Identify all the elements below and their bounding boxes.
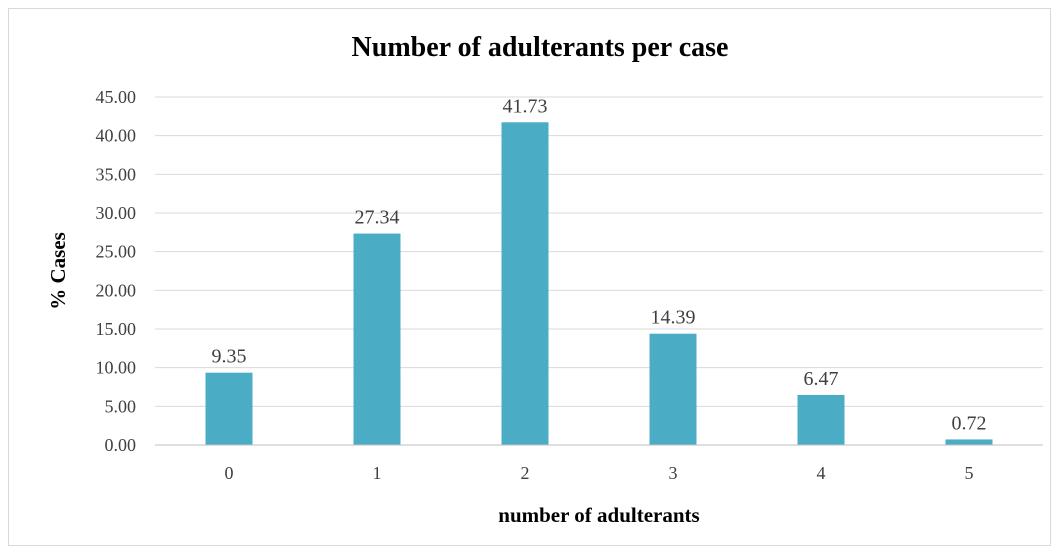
data-labels: 9.35 27.34 41.73 14.39 6.47 0.72 (212, 95, 987, 434)
x-tick-label: 1 (373, 463, 382, 483)
x-axis-ticks: 0 1 2 3 4 5 (225, 463, 974, 483)
data-label: 9.35 (212, 346, 247, 368)
gridlines (155, 96, 1043, 407)
y-tick-label: 20.00 (96, 280, 137, 300)
x-tick-label: 2 (521, 463, 530, 483)
bar (945, 439, 993, 445)
bar (649, 333, 697, 445)
y-tick-label: 25.00 (96, 242, 137, 262)
data-label: 14.39 (651, 307, 696, 329)
data-label: 27.34 (355, 207, 400, 229)
bar (797, 394, 845, 445)
x-tick-label: 3 (669, 463, 678, 483)
bar (501, 122, 549, 446)
x-axis-title: number of adulterants (498, 503, 699, 527)
bar (353, 233, 401, 445)
y-axis-title: % Cases (46, 232, 70, 310)
y-tick-label: 30.00 (96, 203, 137, 223)
y-tick-label: 35.00 (96, 164, 137, 184)
x-tick-label: 5 (965, 463, 974, 483)
data-label: 41.73 (503, 95, 548, 117)
y-tick-label: 5.00 (105, 396, 137, 416)
y-tick-label: 45.00 (96, 87, 137, 107)
chart-title: Number of adulterants per case (352, 32, 729, 63)
x-tick-label: 4 (817, 463, 826, 483)
y-tick-label: 0.00 (105, 435, 137, 455)
y-tick-label: 40.00 (96, 126, 137, 146)
y-tick-label: 15.00 (96, 319, 137, 339)
y-axis-ticks: 0.00 5.00 10.00 15.00 20.00 25.00 30.00 35.00 40… (96, 87, 137, 455)
x-tick-label: 0 (225, 463, 234, 483)
data-label: 6.47 (804, 368, 839, 390)
bars (205, 122, 993, 446)
data-label: 0.72 (952, 412, 987, 434)
y-tick-label: 10.00 (96, 358, 137, 378)
bar (205, 372, 253, 445)
